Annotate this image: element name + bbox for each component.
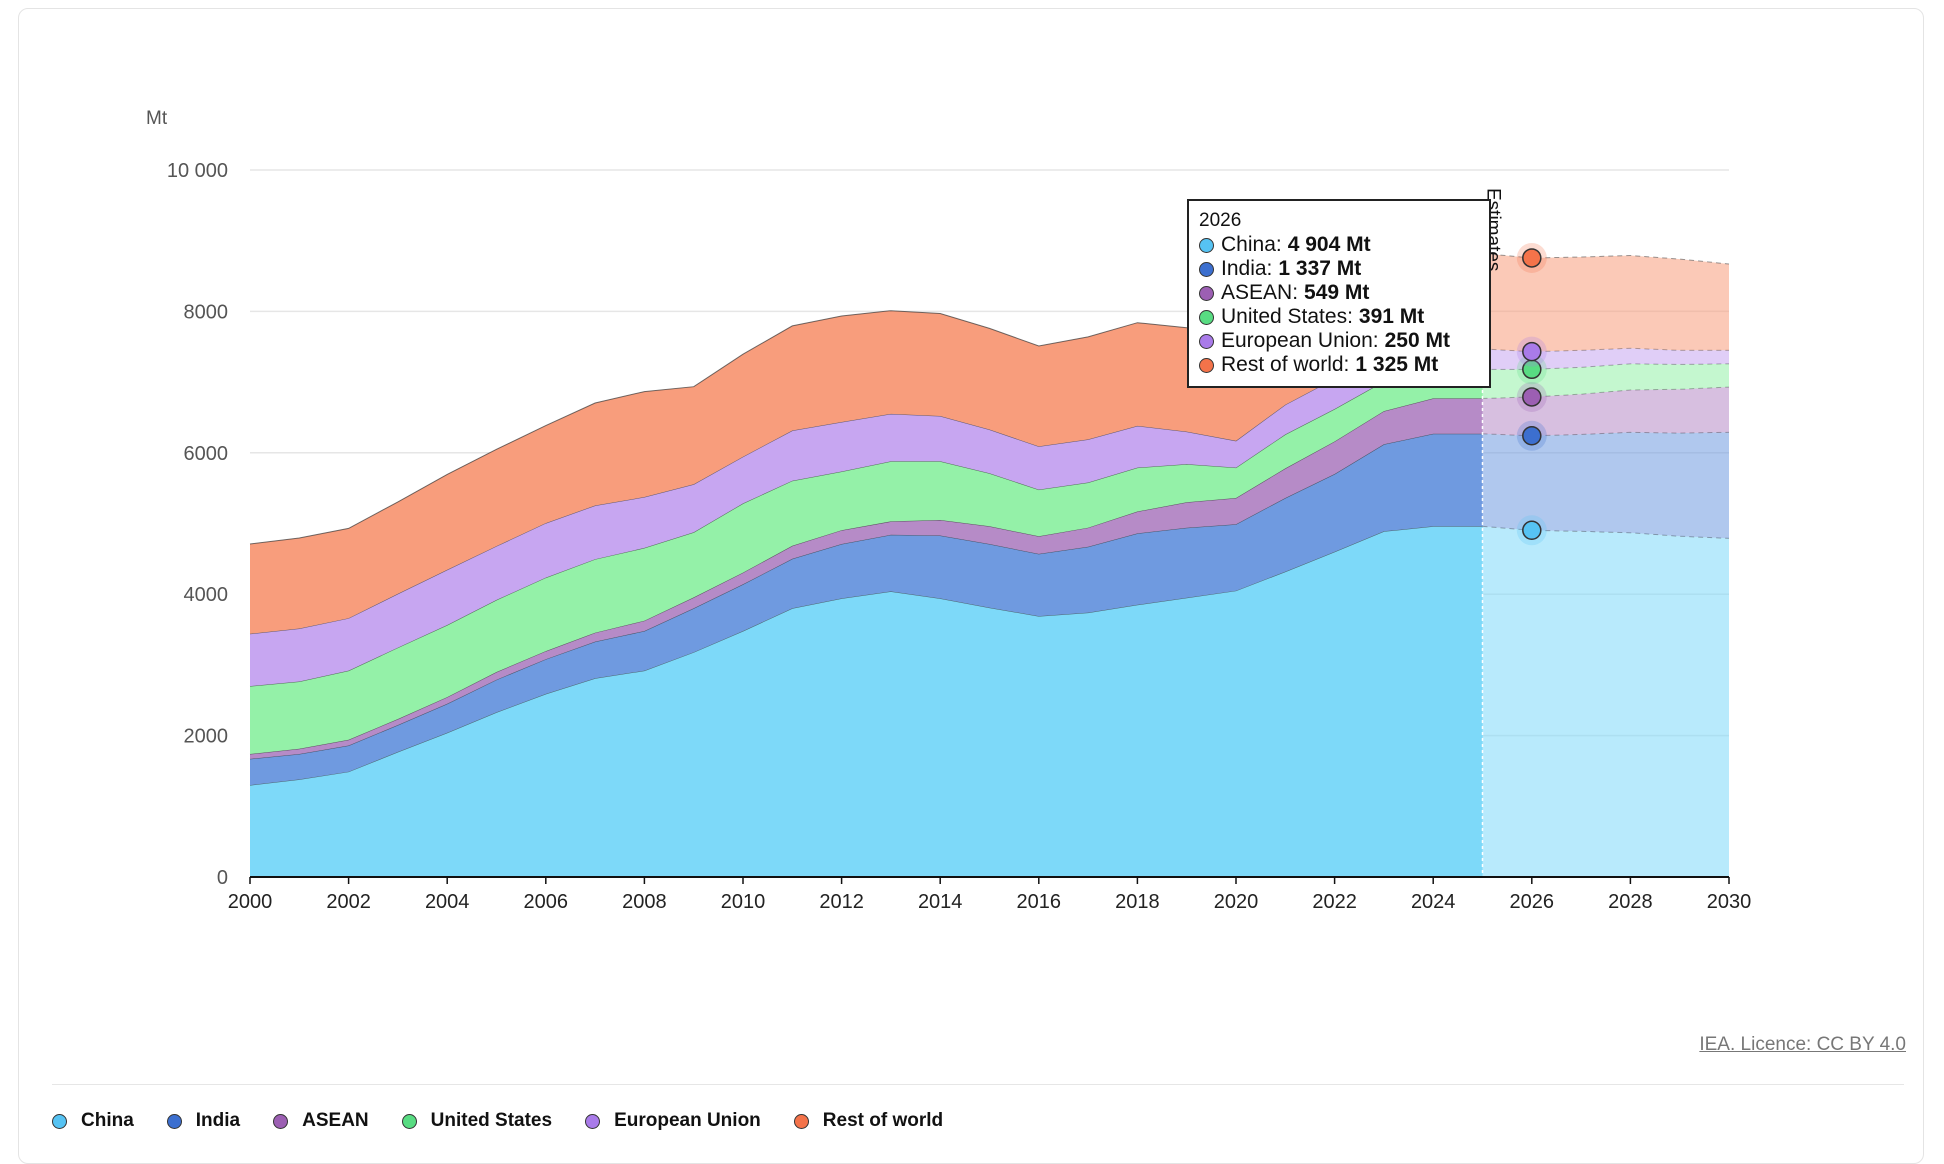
hover-markers [1516,242,1547,546]
tooltip-series-value: 1 325 Mt [1355,353,1439,376]
tooltip-series-value: 1 337 Mt [1278,257,1362,280]
legend-dot [273,1113,289,1129]
tooltip-series-value: 391 Mt [1358,305,1425,328]
legend-dot [585,1113,601,1129]
tooltip-row-european-union: European Union: 250 Mt [1199,329,1479,353]
tooltip-series-name: Rest of world: [1221,353,1350,376]
x-tick-label: 2016 [1017,891,1062,913]
legend-item-european-union[interactable]: European Union [585,1110,761,1132]
legend-item-united-states[interactable]: United States [401,1110,553,1132]
x-tick-label: 2000 [228,891,273,913]
y-tick-label: 8000 [184,301,229,323]
forecast-area-european-union [1482,348,1729,370]
y-tick-label: 0 [217,867,228,889]
x-tick-label: 2008 [622,891,667,913]
marker-china [1522,520,1542,541]
area-india [250,433,1483,786]
x-tick-label: 2010 [721,891,766,913]
tooltip-series-name: United States: [1221,305,1353,328]
forecast-area-asean [1482,387,1729,436]
legend-label: United States [430,1110,553,1131]
x-tick-label: 2022 [1312,891,1357,913]
tooltip-year: 2026 [1199,210,1242,231]
x-tick-label: 2030 [1707,891,1752,913]
tooltip-dot [1199,333,1214,349]
tooltip-series-value: 4 904 Mt [1287,233,1371,256]
tooltip-dot [1199,285,1214,301]
tooltip-series-name: ASEAN: [1221,281,1299,304]
legend-item-asean[interactable]: ASEAN [273,1110,369,1132]
tooltip-dot [1199,357,1214,373]
tooltip-dot [1199,309,1214,325]
legend-dot [52,1113,67,1129]
tooltip-series-name: China: [1221,233,1282,256]
tooltip-dot [1199,261,1214,277]
area-china [250,526,1483,877]
x-tick-label: 2012 [819,891,864,913]
x-tick-label: 2020 [1214,891,1259,913]
tooltip-dot [1199,237,1214,253]
forecast-area-united-states [1482,363,1729,399]
legend-label: ASEAN [302,1110,369,1131]
y-tick-label: 2000 [184,726,229,748]
forecast-area-rest-of-world [1482,253,1729,352]
area-asean [250,398,1483,759]
legend-label: Rest of world [822,1110,944,1131]
x-tick-label: 2014 [918,891,963,913]
legend-dot [401,1113,417,1129]
tooltip: 2026 China: 4 904 Mt India: 1 337 Mt ASEAN: 5… [1187,199,1491,388]
tooltip-series-name: India: [1221,257,1273,280]
x-tick-label: 2028 [1608,891,1653,913]
legend-item-china[interactable]: China [52,1110,134,1132]
y-tick-label: 6000 [184,443,229,465]
legend-label: India [195,1110,241,1131]
tooltip-row-rest-of-world: Rest of world: 1 325 Mt [1199,353,1479,377]
y-tick-label: 10 000 [167,160,228,182]
y-tick-label: 4000 [184,584,229,606]
x-tick-label: 2004 [425,891,470,913]
legend: China India ASEAN United States European Uni… [52,1110,976,1132]
x-tick-label: 2006 [524,891,569,913]
area-series [249,252,1483,877]
tooltip-row-asean: ASEAN: 549 Mt [1199,281,1479,305]
legend-item-india[interactable]: India [166,1110,241,1132]
area-united-states [250,369,1483,754]
tooltip-series-value: 549 Mt [1304,281,1370,304]
tooltip-row-india: India: 1 337 Mt [1199,257,1479,281]
legend-dot [166,1113,182,1129]
legend-label: China [81,1110,134,1131]
x-tick-label: 2024 [1411,891,1456,913]
area-european-union [250,348,1483,687]
tooltip-series-name: European Union: [1221,329,1379,352]
legend-divider [52,1084,1904,1085]
marker-asean [1522,387,1542,407]
x-tick-label: 2002 [326,891,371,913]
area-rest-of-world [250,253,1483,634]
marker-european-union [1522,341,1542,362]
forecast-series [1481,180,1730,877]
tooltip-row-china: China: 4 904 Mt [1199,233,1479,257]
marker-rest-of-world [1522,248,1542,268]
y-unit-label: Mt [146,108,168,129]
forecast-area-china [1482,526,1729,877]
licence-link[interactable]: IEA. Licence: CC BY 4.0 [1699,1034,1906,1055]
legend-dot [793,1113,809,1129]
tooltip-series-value: 250 Mt [1384,329,1450,352]
marker-india [1522,426,1542,446]
legend-label: European Union [614,1110,761,1131]
forecast-area-india [1482,432,1729,539]
tooltip-row-united-states: United States: 391 Mt [1199,305,1479,329]
x-tick-label: 2018 [1115,891,1160,913]
legend-item-rest-of-world[interactable]: Rest of world [793,1110,944,1132]
x-tick-label: 2026 [1510,891,1555,913]
